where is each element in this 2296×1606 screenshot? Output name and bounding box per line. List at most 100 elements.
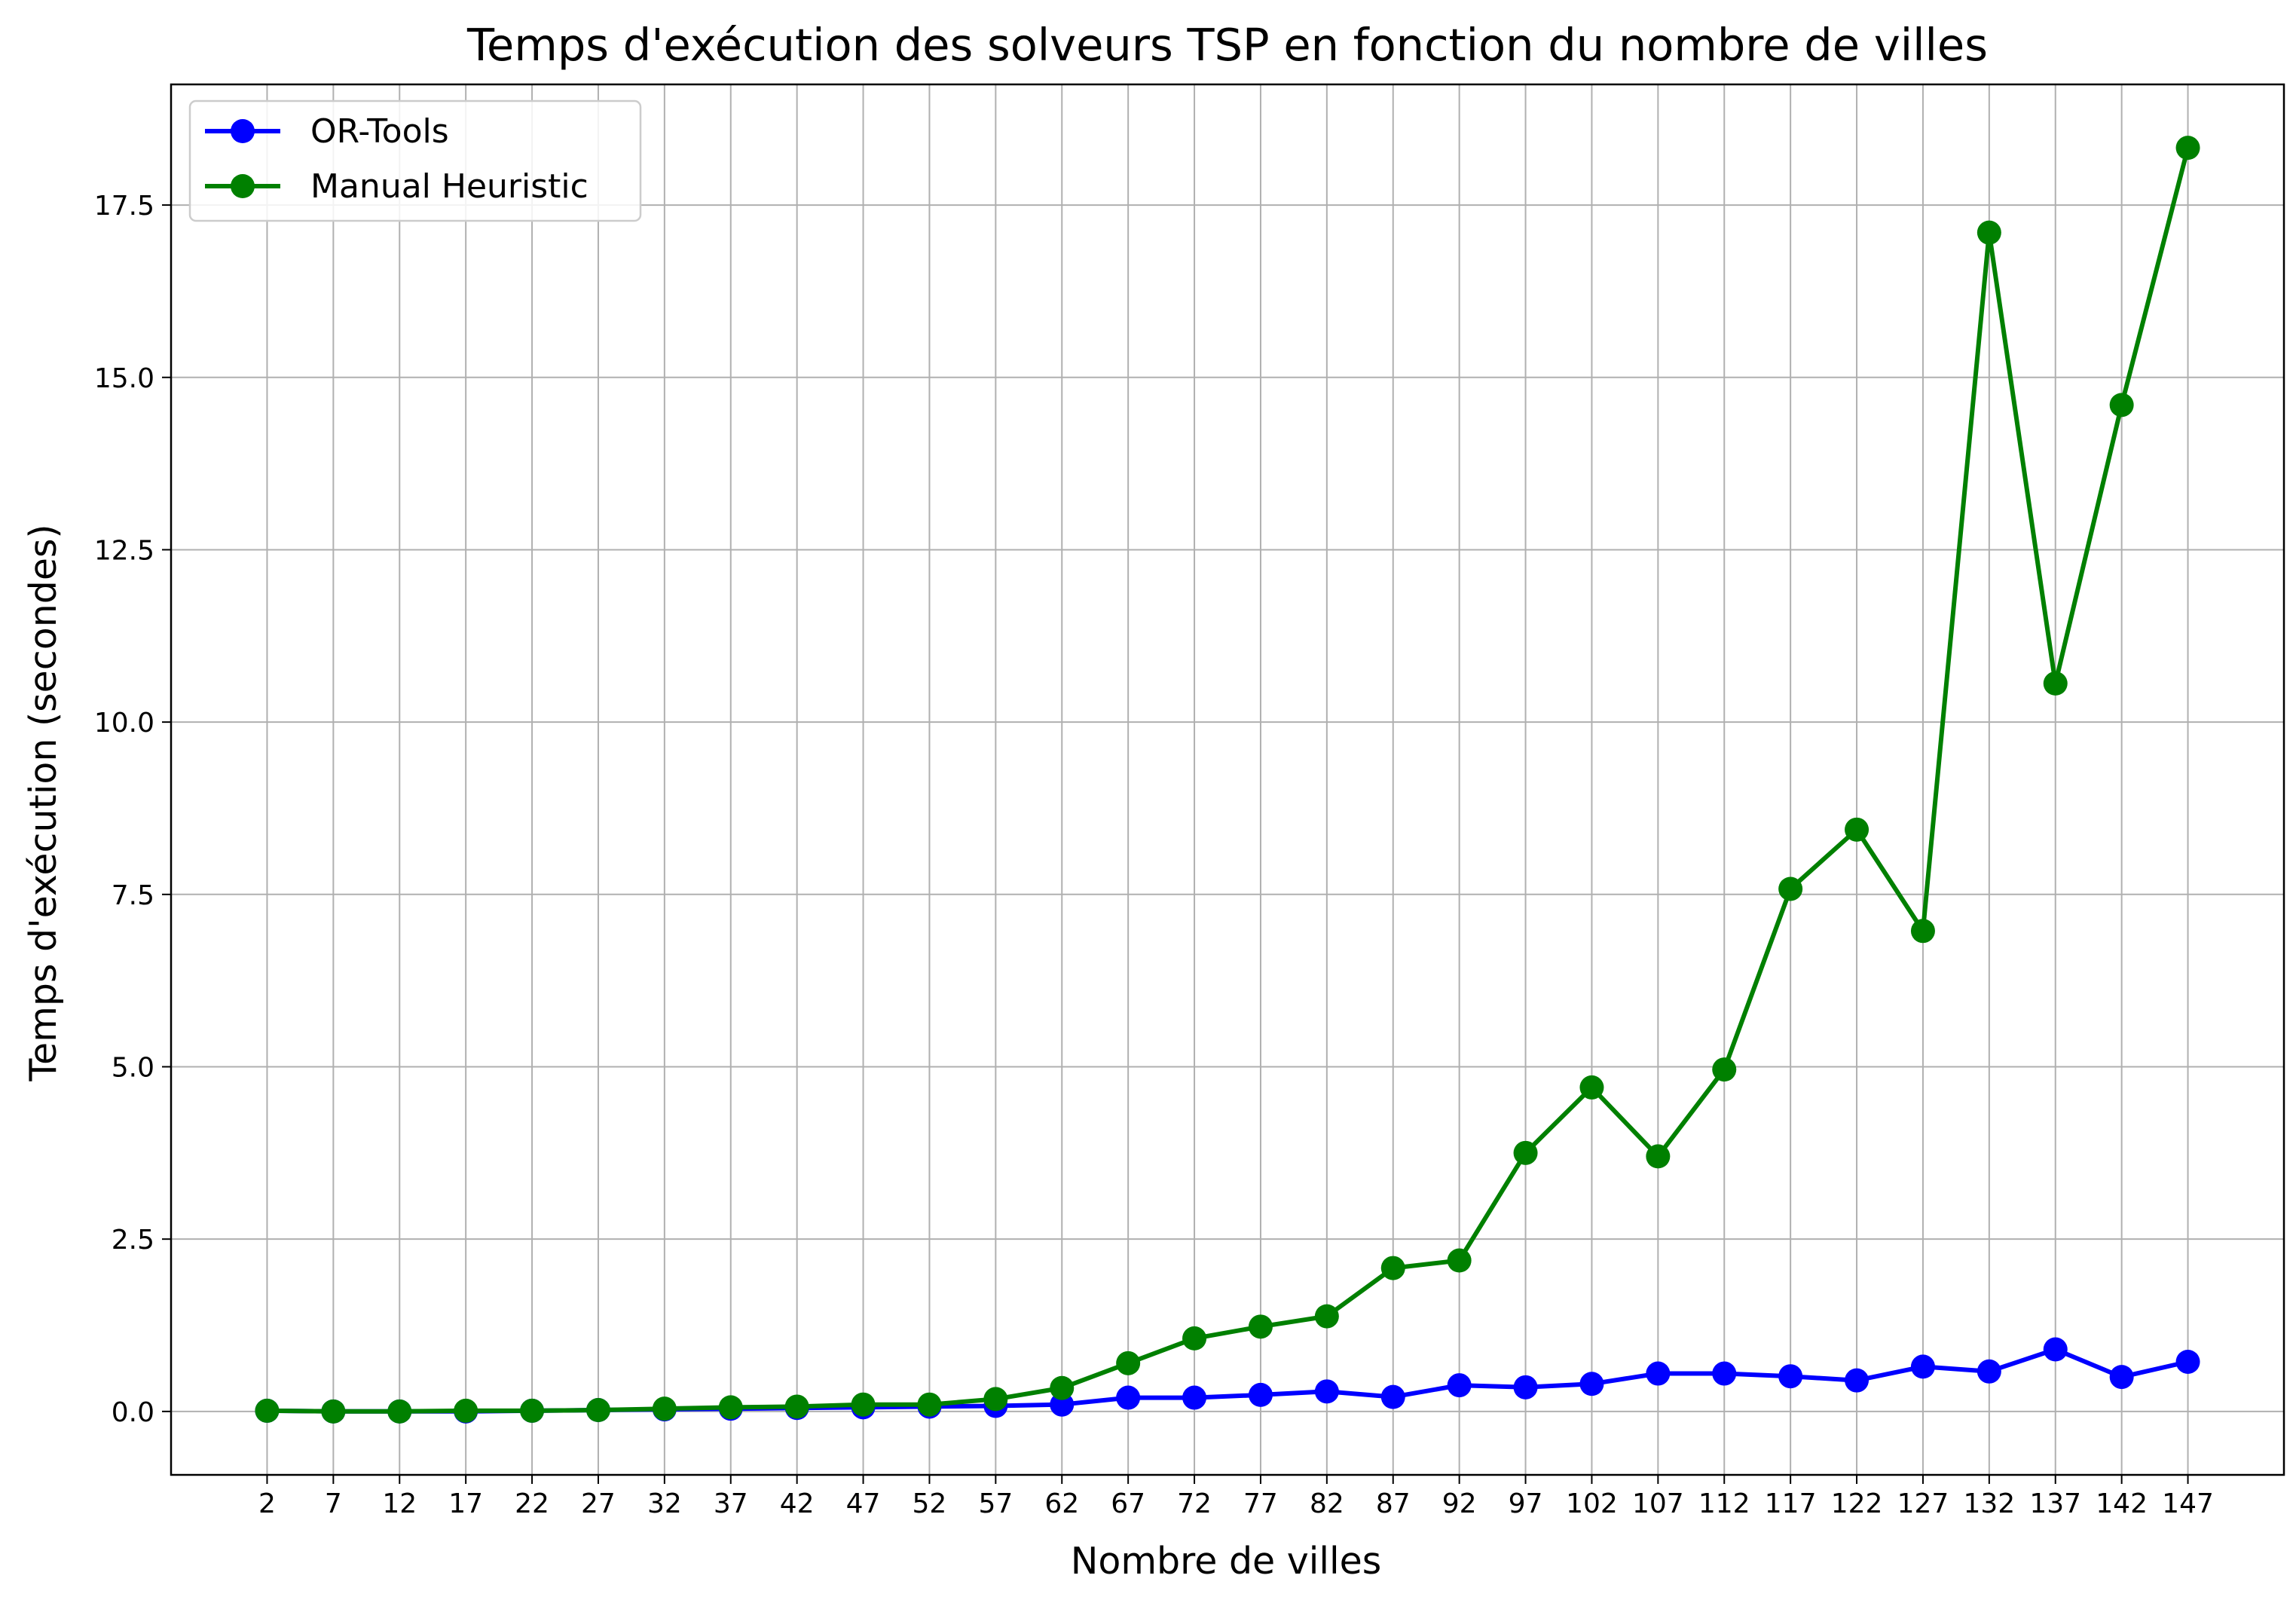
- x-tick-label: 87: [1376, 1488, 1411, 1519]
- data-point-manual-heuristic: [255, 1398, 280, 1423]
- data-point-manual-heuristic: [917, 1392, 942, 1417]
- data-point-manual-heuristic: [1116, 1351, 1141, 1375]
- data-point-or-tools: [2175, 1349, 2200, 1374]
- legend-item-ortools: OR-Tools: [205, 112, 449, 151]
- legend-label-ortools: OR-Tools: [310, 112, 449, 151]
- x-tick-label: 117: [1765, 1488, 1817, 1519]
- grid-layer: [171, 84, 2284, 1475]
- chart-title: Temps d'exécution des solveurs TSP en fo…: [466, 19, 1988, 71]
- data-point-manual-heuristic: [1646, 1144, 1671, 1169]
- y-tick-label: 10.0: [94, 708, 154, 739]
- x-tick-label: 72: [1177, 1488, 1212, 1519]
- legend: OR-Tools Manual Heuristic: [188, 99, 642, 222]
- data-point-or-tools: [1513, 1375, 1538, 1400]
- x-axis-label: Nombre de villes: [1071, 1540, 1382, 1583]
- x-tick-label: 47: [846, 1488, 881, 1519]
- y-axis-label: Temps d'exécution (secondes): [22, 524, 65, 1081]
- series-layer: [255, 136, 2200, 1424]
- x-tick-label: 12: [382, 1488, 417, 1519]
- data-point-or-tools: [2043, 1337, 2068, 1362]
- data-point-manual-heuristic: [1513, 1140, 1538, 1165]
- data-point-manual-heuristic: [2175, 136, 2200, 161]
- data-point-manual-heuristic: [1712, 1057, 1737, 1082]
- data-point-or-tools: [1447, 1373, 1472, 1398]
- y-tick-label: 7.5: [112, 880, 154, 911]
- data-point-manual-heuristic: [1447, 1248, 1472, 1273]
- series-manual-heuristic: [255, 136, 2200, 1424]
- x-tick-label: 22: [515, 1488, 549, 1519]
- data-point-or-tools: [1712, 1361, 1737, 1386]
- x-tick-label: 32: [647, 1488, 682, 1519]
- data-point-manual-heuristic: [784, 1394, 809, 1419]
- data-point-manual-heuristic: [652, 1396, 677, 1421]
- data-point-manual-heuristic: [387, 1399, 412, 1424]
- data-point-manual-heuristic: [983, 1387, 1008, 1412]
- data-point-manual-heuristic: [1248, 1314, 1273, 1339]
- x-tick-label: 52: [913, 1488, 947, 1519]
- x-tick-label: 137: [2029, 1488, 2081, 1519]
- x-tick-label: 97: [1509, 1488, 1543, 1519]
- x-tick-label: 17: [448, 1488, 483, 1519]
- data-point-or-tools: [1116, 1385, 1141, 1410]
- data-point-manual-heuristic: [321, 1399, 346, 1424]
- data-point-manual-heuristic: [1314, 1304, 1339, 1329]
- y-tick-label: 5.0: [112, 1052, 154, 1083]
- x-tick-label: 82: [1310, 1488, 1344, 1519]
- data-point-or-tools: [1182, 1385, 1207, 1410]
- y-tick-label: 17.5: [94, 191, 154, 222]
- x-tick-label: 77: [1243, 1488, 1278, 1519]
- x-tick-label: 122: [1831, 1488, 1883, 1519]
- x-tick-label: 37: [714, 1488, 748, 1519]
- data-point-manual-heuristic: [718, 1395, 743, 1420]
- legend-label-manual-heuristic: Manual Heuristic: [310, 167, 589, 206]
- x-tick-label: 67: [1111, 1488, 1145, 1519]
- y-tick-label: 2.5: [112, 1225, 154, 1256]
- data-point-or-tools: [1778, 1364, 1803, 1389]
- data-point-manual-heuristic: [1845, 817, 1870, 842]
- data-point-or-tools: [1314, 1379, 1339, 1404]
- legend-item-manual-heuristic: Manual Heuristic: [205, 167, 589, 206]
- x-tick-label: 107: [1632, 1488, 1684, 1519]
- data-point-or-tools: [1050, 1392, 1075, 1417]
- x-tick-label: 132: [1963, 1488, 2015, 1519]
- data-point-or-tools: [1845, 1368, 1870, 1393]
- data-point-manual-heuristic: [2043, 671, 2068, 696]
- data-point-manual-heuristic: [1380, 1256, 1405, 1280]
- data-point-manual-heuristic: [1579, 1075, 1604, 1100]
- x-tick-label: 27: [581, 1488, 616, 1519]
- x-tick-label: 42: [780, 1488, 815, 1519]
- data-point-or-tools: [1977, 1359, 2001, 1384]
- x-tick-label: 57: [978, 1488, 1013, 1519]
- data-point-or-tools: [1910, 1354, 1935, 1379]
- data-point-manual-heuristic: [520, 1398, 545, 1423]
- x-tick-label: 127: [1897, 1488, 1949, 1519]
- x-tick-label: 102: [1566, 1488, 1618, 1519]
- data-point-manual-heuristic: [585, 1398, 610, 1423]
- data-point-manual-heuristic: [454, 1398, 478, 1423]
- x-tick-label: 62: [1044, 1488, 1079, 1519]
- data-point-manual-heuristic: [1910, 919, 1935, 944]
- y-tick-label: 12.5: [94, 535, 154, 566]
- x-tick-label: 2: [258, 1488, 276, 1519]
- legend-marker-manual-heuristic: [231, 174, 255, 198]
- data-point-manual-heuristic: [1182, 1326, 1207, 1351]
- x-tick-label: 142: [2096, 1488, 2148, 1519]
- y-tick-label: 0.0: [112, 1397, 154, 1428]
- legend-box: [188, 99, 642, 222]
- x-tick-label: 112: [1698, 1488, 1750, 1519]
- data-point-manual-heuristic: [1050, 1375, 1075, 1400]
- data-point-or-tools: [1646, 1361, 1671, 1386]
- y-tick-label: 15.0: [94, 363, 154, 394]
- x-tick-label: 92: [1442, 1488, 1477, 1519]
- data-point-or-tools: [1248, 1382, 1273, 1407]
- legend-marker-ortools: [231, 119, 255, 143]
- x-tick-label: 147: [2162, 1488, 2214, 1519]
- data-point-manual-heuristic: [2109, 393, 2134, 418]
- data-point-manual-heuristic: [1977, 220, 2001, 245]
- data-point-or-tools: [2109, 1365, 2134, 1390]
- data-point-or-tools: [1380, 1384, 1405, 1409]
- data-point-manual-heuristic: [1778, 876, 1803, 901]
- data-point-manual-heuristic: [851, 1392, 876, 1417]
- plot-frame: [170, 83, 2285, 1476]
